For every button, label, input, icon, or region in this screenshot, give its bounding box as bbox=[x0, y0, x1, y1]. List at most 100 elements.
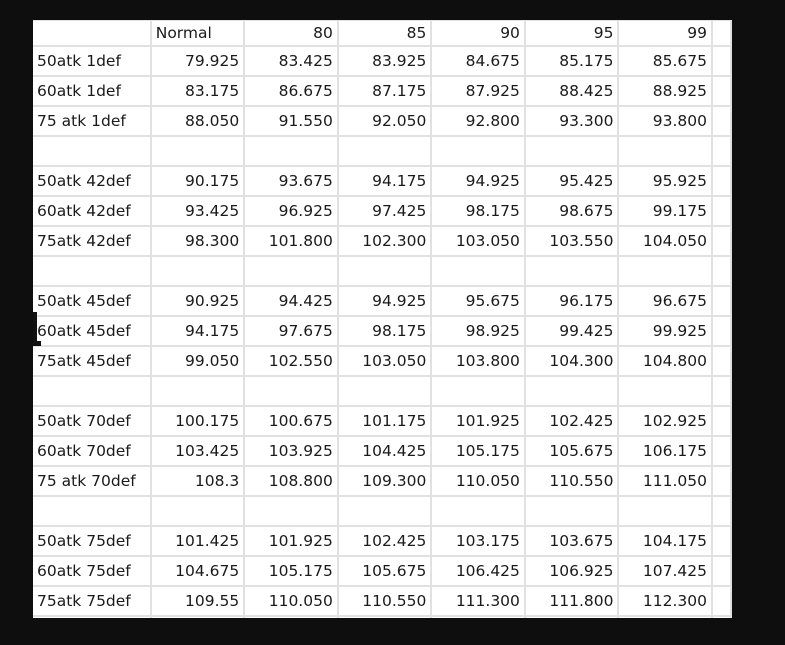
value-cell[interactable]: 94.175 bbox=[149, 315, 246, 347]
row-label-cell[interactable]: 75 atk 70def bbox=[33, 465, 152, 497]
cell[interactable] bbox=[711, 615, 732, 618]
value-cell[interactable]: 85.675 bbox=[617, 45, 714, 77]
value-cell[interactable] bbox=[523, 255, 620, 287]
value-cell[interactable]: 99.050 bbox=[149, 345, 246, 377]
row-label-cell[interactable]: 50atk 75def bbox=[33, 525, 152, 557]
value-cell[interactable] bbox=[336, 615, 433, 618]
value-cell[interactable]: 103.050 bbox=[336, 345, 433, 377]
value-cell[interactable]: 83.925 bbox=[336, 45, 433, 77]
value-cell[interactable]: 103.675 bbox=[523, 525, 620, 557]
value-cell[interactable]: 93.675 bbox=[243, 165, 339, 197]
row-label-cell[interactable] bbox=[33, 495, 152, 527]
value-cell[interactable]: 94.175 bbox=[336, 165, 433, 197]
row-label-cell[interactable]: 50atk 70def bbox=[33, 405, 152, 437]
cell[interactable] bbox=[711, 75, 732, 107]
value-cell[interactable]: 102.550 bbox=[243, 345, 339, 377]
value-cell[interactable]: 110.050 bbox=[243, 585, 339, 617]
value-cell[interactable]: 96.175 bbox=[523, 285, 620, 317]
cell[interactable] bbox=[711, 105, 732, 137]
value-cell[interactable]: 103.425 bbox=[149, 435, 246, 467]
row-label-cell[interactable]: 75atk 42def bbox=[33, 225, 152, 257]
value-cell[interactable]: 85.175 bbox=[523, 45, 620, 77]
column-header[interactable]: 85 bbox=[336, 20, 433, 47]
value-cell[interactable]: 92.800 bbox=[430, 105, 526, 137]
value-cell[interactable] bbox=[149, 375, 246, 407]
value-cell[interactable] bbox=[243, 255, 339, 287]
cell[interactable] bbox=[711, 555, 732, 587]
value-cell[interactable]: 101.425 bbox=[149, 525, 246, 557]
value-cell[interactable]: 95.925 bbox=[617, 165, 714, 197]
value-cell[interactable]: 106.175 bbox=[617, 435, 714, 467]
value-cell[interactable]: 94.425 bbox=[243, 285, 339, 317]
value-cell[interactable]: 108.800 bbox=[243, 465, 339, 497]
value-cell[interactable]: 99.175 bbox=[617, 195, 714, 227]
column-header[interactable]: 80 bbox=[243, 20, 339, 47]
value-cell[interactable] bbox=[336, 495, 433, 527]
value-cell[interactable]: 101.925 bbox=[430, 405, 526, 437]
column-header[interactable]: 90 bbox=[430, 20, 526, 47]
cell[interactable] bbox=[711, 585, 732, 617]
cell[interactable] bbox=[711, 465, 732, 497]
value-cell[interactable]: 93.425 bbox=[149, 195, 246, 227]
value-cell[interactable] bbox=[243, 495, 339, 527]
row-label-cell[interactable] bbox=[33, 615, 152, 618]
column-header[interactable]: Normal bbox=[149, 20, 246, 47]
cell[interactable] bbox=[711, 135, 732, 167]
value-cell[interactable]: 110.550 bbox=[523, 465, 620, 497]
value-cell[interactable]: 110.050 bbox=[430, 465, 526, 497]
value-cell[interactable]: 106.925 bbox=[523, 555, 620, 587]
value-cell[interactable]: 95.675 bbox=[430, 285, 526, 317]
value-cell[interactable]: 101.925 bbox=[243, 525, 339, 557]
value-cell[interactable]: 102.425 bbox=[336, 525, 433, 557]
row-label-cell[interactable]: 50atk 1def bbox=[33, 45, 152, 77]
value-cell[interactable]: 109.300 bbox=[336, 465, 433, 497]
value-cell[interactable]: 102.300 bbox=[336, 225, 433, 257]
value-cell[interactable] bbox=[149, 615, 246, 618]
value-cell[interactable]: 109.55 bbox=[149, 585, 246, 617]
value-cell[interactable]: 103.175 bbox=[430, 525, 526, 557]
value-cell[interactable]: 103.925 bbox=[243, 435, 339, 467]
value-cell[interactable] bbox=[336, 255, 433, 287]
value-cell[interactable]: 101.800 bbox=[243, 225, 339, 257]
column-header[interactable]: 99 bbox=[617, 20, 714, 47]
value-cell[interactable]: 108.3 bbox=[149, 465, 246, 497]
cell[interactable] bbox=[711, 195, 732, 227]
value-cell[interactable] bbox=[149, 135, 246, 167]
value-cell[interactable]: 98.300 bbox=[149, 225, 246, 257]
value-cell[interactable]: 102.425 bbox=[523, 405, 620, 437]
value-cell[interactable]: 111.300 bbox=[430, 585, 526, 617]
cell[interactable] bbox=[711, 255, 732, 287]
value-cell[interactable]: 102.925 bbox=[617, 405, 714, 437]
value-cell[interactable]: 99.925 bbox=[617, 315, 714, 347]
row-label-cell[interactable]: 50atk 42def bbox=[33, 165, 152, 197]
value-cell[interactable]: 112.300 bbox=[617, 585, 714, 617]
value-cell[interactable] bbox=[617, 615, 714, 618]
value-cell[interactable]: 95.425 bbox=[523, 165, 620, 197]
value-cell[interactable]: 83.175 bbox=[149, 75, 246, 107]
value-cell[interactable]: 100.175 bbox=[149, 405, 246, 437]
value-cell[interactable]: 96.925 bbox=[243, 195, 339, 227]
row-label-cell[interactable]: 60atk 70def bbox=[33, 435, 152, 467]
value-cell[interactable]: 90.925 bbox=[149, 285, 246, 317]
value-cell[interactable] bbox=[243, 135, 339, 167]
cell[interactable] bbox=[711, 165, 732, 197]
row-label-cell[interactable]: 60atk 75def bbox=[33, 555, 152, 587]
value-cell[interactable]: 86.675 bbox=[243, 75, 339, 107]
value-cell[interactable]: 98.175 bbox=[336, 315, 433, 347]
value-cell[interactable] bbox=[243, 375, 339, 407]
value-cell[interactable]: 87.175 bbox=[336, 75, 433, 107]
row-label-cell[interactable] bbox=[33, 375, 152, 407]
column-header[interactable] bbox=[33, 20, 152, 47]
value-cell[interactable] bbox=[523, 375, 620, 407]
value-cell[interactable] bbox=[617, 495, 714, 527]
value-cell[interactable]: 92.050 bbox=[336, 105, 433, 137]
row-label-cell[interactable]: 60atk 45def bbox=[33, 315, 152, 347]
row-label-cell[interactable]: 75 atk 1def bbox=[33, 105, 152, 137]
value-cell[interactable]: 106.425 bbox=[430, 555, 526, 587]
value-cell[interactable] bbox=[523, 135, 620, 167]
cell[interactable] bbox=[711, 225, 732, 257]
value-cell[interactable]: 104.800 bbox=[617, 345, 714, 377]
value-cell[interactable]: 87.925 bbox=[430, 75, 526, 107]
value-cell[interactable]: 93.300 bbox=[523, 105, 620, 137]
value-cell[interactable] bbox=[617, 255, 714, 287]
